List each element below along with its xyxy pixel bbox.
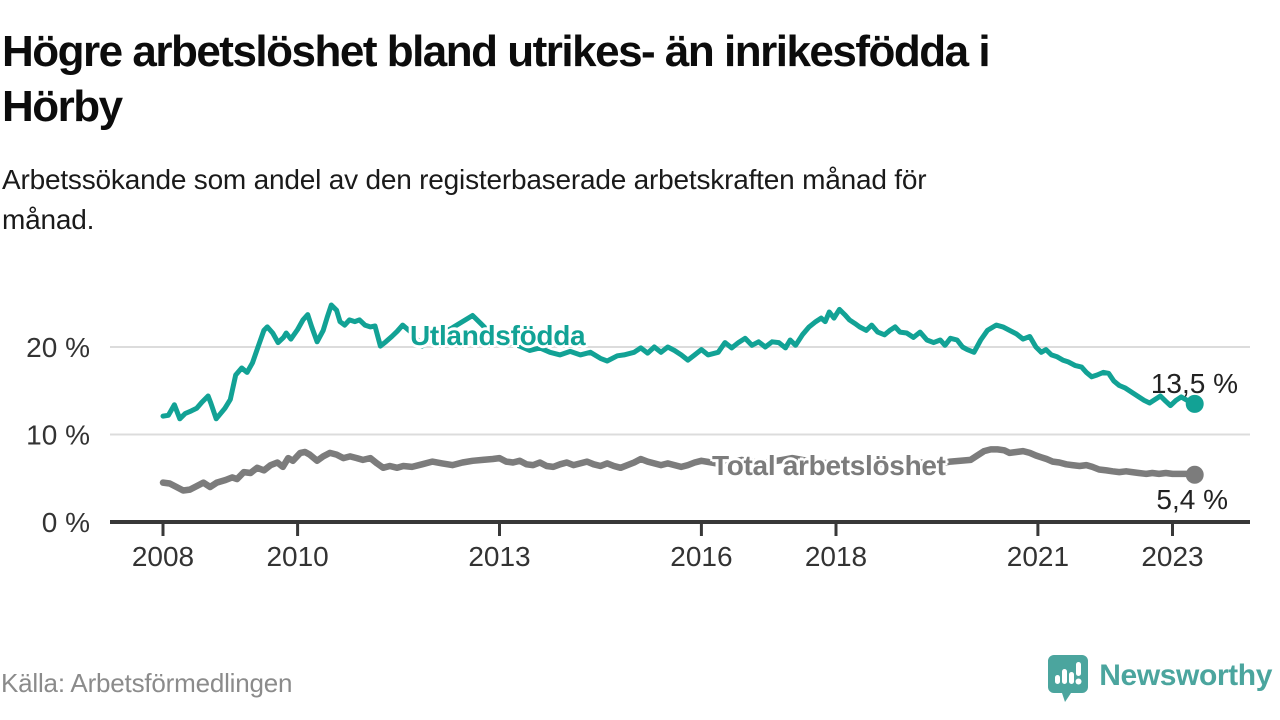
title-line-1: Högre arbetslöshet bland utrikes- än inr…: [2, 27, 991, 76]
page-title: Högre arbetslöshet bland utrikes- än inr…: [2, 24, 1242, 134]
series-end-dot-utlandsfodda: [1185, 394, 1204, 413]
end-value-total: 5,4 %: [1156, 484, 1228, 515]
x-axis-tick-label: 2023: [1141, 541, 1203, 572]
x-axis-tick-label: 2010: [266, 541, 328, 572]
newsworthy-bubble-chart-icon: [1048, 655, 1089, 702]
newsworthy-logo: Newsworthy: [1046, 652, 1272, 704]
chart-subtitle: Arbetssökande som andel av den registerb…: [2, 160, 1222, 240]
source-note: Källa: Arbetsförmedlingen: [1, 668, 293, 698]
y-axis-tick-label: 20 %: [26, 332, 90, 363]
series-label-total-arbetsloshet: Total arbetslöshet: [712, 450, 946, 481]
x-axis-tick-label: 2016: [670, 541, 732, 572]
y-axis-tick-label: 0 %: [42, 507, 90, 538]
series-label-utlandsfodda: Utlandsfödda: [410, 320, 586, 351]
newsworthy-logo-text: Newsworthy: [1099, 659, 1272, 692]
subtitle-line-1: Arbetssökande som andel av den registerb…: [2, 164, 927, 195]
end-value-utlandsfodda: 13,5 %: [1150, 368, 1238, 399]
y-axis-tick-label: 10 %: [26, 420, 90, 451]
x-axis-tick-label: 2008: [132, 541, 194, 572]
title-line-2: Hörby: [2, 82, 123, 131]
series-line-utlandsfodda: [160, 302, 1198, 422]
x-axis-tick-label: 2021: [1007, 541, 1069, 572]
series-line-total: [159, 446, 1198, 494]
x-axis-tick-label: 2018: [805, 541, 867, 572]
x-axis-tick-label: 2013: [468, 541, 530, 572]
subtitle-line-2: månad.: [2, 204, 95, 235]
series-end-dot-total: [1185, 465, 1204, 484]
